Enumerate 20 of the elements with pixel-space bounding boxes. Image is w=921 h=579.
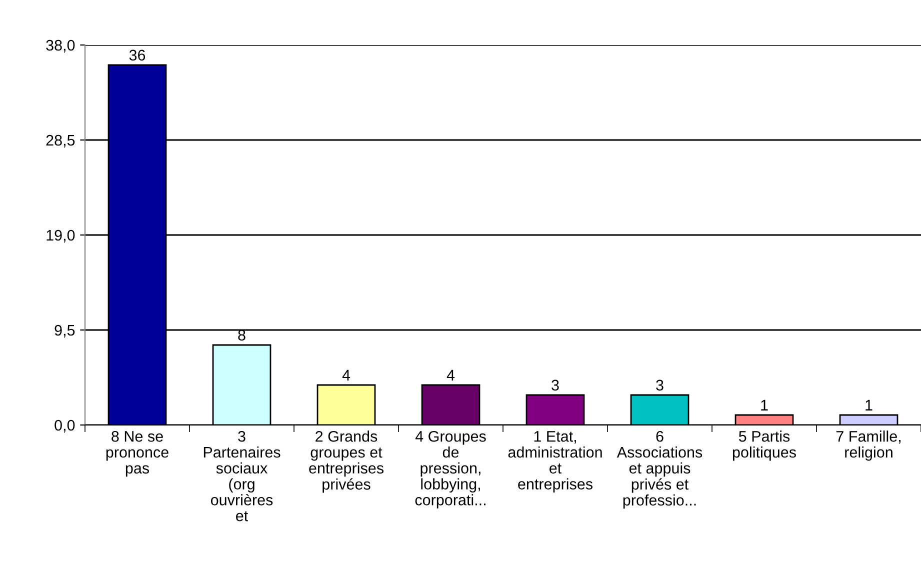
x-tick-label: 5 Partis politiques [732,430,796,461]
x-tick-label: 3 Partenaires sociaux (org ouvrières et [204,430,280,522]
data-label: 4 [342,370,350,380]
y-tick-label: 28,5 [46,134,75,148]
x-tick-label: 1 Etat, administration et entreprises [508,431,602,493]
y-tick-label: 19,0 [46,230,75,242]
y-tick-label: 0,0 [54,420,75,432]
x-tick-label: 7 Famille, religion [836,430,900,461]
data-label: 1 [761,400,768,410]
data-label: 36 [129,50,146,61]
data-label: 3 [656,380,664,391]
data-label: 3 [552,380,559,391]
data-label: 4 [446,370,455,380]
x-tick-label: 8 Ne se prononce pas [106,430,168,477]
data-label: 1 [866,400,872,410]
x-tick-label: 6 Associations et appuis privés et professio... [616,430,702,509]
x-tick-label: 2 Grands groupes et entreprises privées [309,430,384,493]
y-tick-label: 38,0 [46,40,75,52]
y-tick-label: 9,5 [54,324,75,338]
x-tick-label: 4 Groupes de pression, lobbying, corporati... [415,430,486,508]
